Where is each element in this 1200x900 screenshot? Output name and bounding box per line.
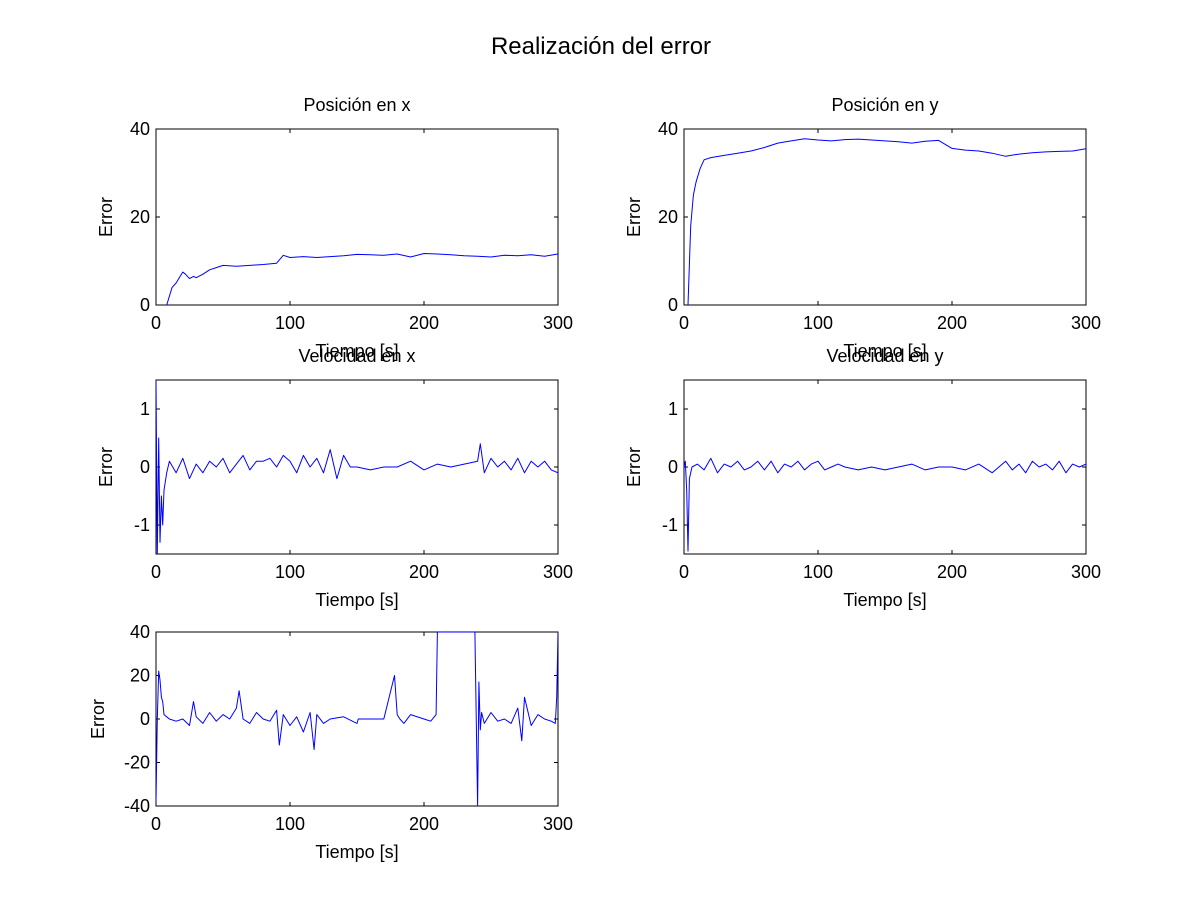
y-axis-label: Error xyxy=(96,197,116,237)
x-axis-label: Tiempo [s] xyxy=(843,590,926,610)
y-tick-label: 20 xyxy=(658,207,678,227)
subplot-5: 0 100 200 300 -40 -20 0 20 40 Tiempo [s] Error xyxy=(88,622,573,862)
x-tick-label: 300 xyxy=(543,313,573,333)
y-axis-label: Error xyxy=(624,447,644,487)
y-tick-label: 40 xyxy=(130,119,150,139)
axes-frame xyxy=(683,128,1087,306)
x-axis-label: Tiempo [s] xyxy=(315,590,398,610)
axes-title: Velocidad en y xyxy=(826,346,943,366)
y-tick-label: 0 xyxy=(140,295,150,315)
x-tick-label: 300 xyxy=(1071,562,1101,582)
subplot-4: 0 100 200 300 -1 0 1 Velocidad en y Tiempo [s] Er… xyxy=(624,346,1101,610)
y-tick-label: 0 xyxy=(140,709,150,729)
x-tick-label: 300 xyxy=(1071,313,1101,333)
y-tick-label: 20 xyxy=(130,207,150,227)
y-tick-label: 20 xyxy=(130,666,150,686)
axes-title: Posición en y xyxy=(831,95,938,115)
x-tick-label: 100 xyxy=(275,814,305,834)
x-tick-label: 200 xyxy=(409,313,439,333)
subplot-2: 0 100 200 300 0 20 40 Posición en y Tiempo [s] Er… xyxy=(624,95,1101,361)
y-axis-label: Error xyxy=(624,197,644,237)
axes-frame xyxy=(155,128,559,306)
axes-title: Velocidad en x xyxy=(298,346,415,366)
y-tick-label: 40 xyxy=(130,622,150,642)
x-tick-label: 0 xyxy=(151,814,161,834)
x-tick-label: 0 xyxy=(151,313,161,333)
x-tick-label: 200 xyxy=(409,562,439,582)
y-tick-label: 1 xyxy=(140,399,150,419)
x-tick-label: 0 xyxy=(679,313,689,333)
axes-frame xyxy=(155,631,559,807)
x-tick-label: 200 xyxy=(937,562,967,582)
x-tick-label: 200 xyxy=(409,814,439,834)
y-axis-label: Error xyxy=(96,447,116,487)
y-tick-label: 1 xyxy=(668,399,678,419)
y-tick-label: 0 xyxy=(668,295,678,315)
series-line xyxy=(687,138,1086,305)
y-tick-label: 0 xyxy=(140,457,150,477)
x-tick-label: 300 xyxy=(543,562,573,582)
x-axis-label: Tiempo [s] xyxy=(843,341,926,361)
x-axis-label: Tiempo [s] xyxy=(315,842,398,862)
y-tick-label: -20 xyxy=(124,753,150,773)
series-line xyxy=(684,457,1086,552)
subplot-1: 0 100 200 300 0 20 40 Posición en x Tiempo [s] Er… xyxy=(96,95,573,361)
series-line xyxy=(156,380,558,554)
y-tick-label: -1 xyxy=(662,515,678,535)
y-tick-label: -40 xyxy=(124,796,150,816)
y-tick-label: 0 xyxy=(668,457,678,477)
x-tick-label: 0 xyxy=(679,562,689,582)
series-line xyxy=(166,253,558,305)
y-axis-label: Error xyxy=(88,699,108,739)
x-tick-label: 100 xyxy=(275,562,305,582)
axes-frame xyxy=(683,379,1087,555)
x-tick-label: 300 xyxy=(543,814,573,834)
x-tick-label: 0 xyxy=(151,562,161,582)
subplot-3: 0 100 200 300 -1 0 1 Velocidad en x Tiempo [s] Er… xyxy=(96,346,573,610)
axes-title: Posición en x xyxy=(303,95,410,115)
x-axis-label: Tiempo [s] xyxy=(315,341,398,361)
x-tick-label: 100 xyxy=(803,313,833,333)
x-tick-label: 200 xyxy=(937,313,967,333)
figure-title: Realización del error xyxy=(491,33,711,60)
x-tick-label: 100 xyxy=(275,313,305,333)
x-tick-label: 100 xyxy=(803,562,833,582)
y-tick-label: -1 xyxy=(134,515,150,535)
series-line xyxy=(156,632,558,806)
y-tick-label: 40 xyxy=(658,119,678,139)
